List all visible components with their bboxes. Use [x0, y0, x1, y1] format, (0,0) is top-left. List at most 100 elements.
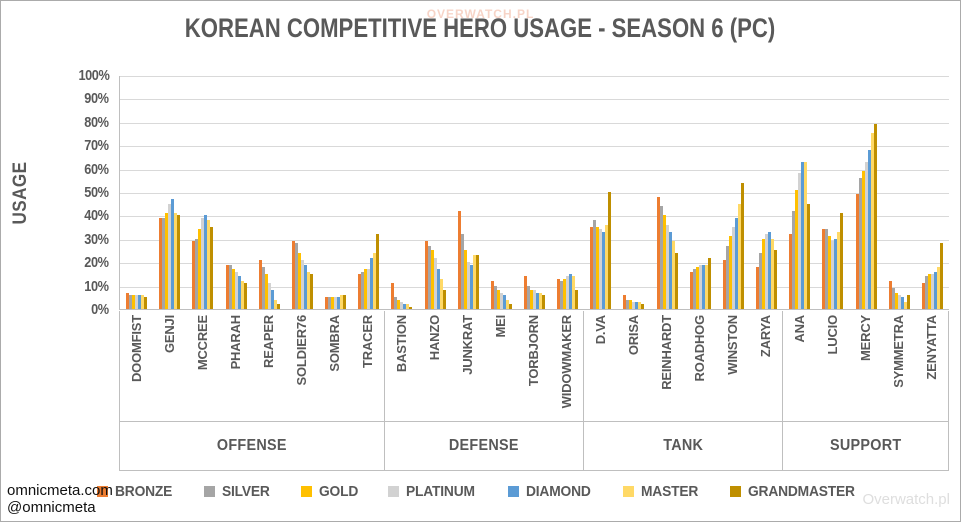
- hero-label-cell: WINSTON: [716, 311, 749, 421]
- bar: [361, 272, 365, 309]
- bar: [529, 290, 533, 309]
- bar: [198, 229, 202, 309]
- bar: [807, 204, 811, 309]
- gridline: [120, 216, 949, 218]
- legend-item-diamond: DIAMOND: [507, 483, 596, 500]
- bars-container: [120, 76, 949, 309]
- y-tick-label: 60%: [84, 160, 110, 178]
- bar: [291, 241, 295, 309]
- hero-bars-soldier76: [291, 76, 313, 309]
- gridline: [120, 193, 949, 194]
- bar: [707, 258, 711, 309]
- hero-bars-sombra: [325, 76, 347, 309]
- bar: [635, 302, 639, 309]
- x-axis-hero-label: ORISA: [626, 315, 641, 356]
- bar: [822, 229, 826, 309]
- bar: [493, 286, 497, 309]
- y-tick-label: 50%: [84, 184, 110, 201]
- hero-label-cell: SOMBRA: [318, 311, 351, 421]
- bar: [888, 281, 892, 309]
- bar: [496, 290, 500, 309]
- bar: [731, 227, 735, 309]
- x-axis-hero-label: ZARYA: [758, 315, 773, 358]
- bar: [641, 304, 645, 309]
- bar: [174, 213, 178, 309]
- bar: [231, 269, 235, 309]
- bar: [225, 265, 229, 309]
- bar: [397, 300, 401, 309]
- bar: [930, 274, 934, 309]
- y-tick-label: 70%: [84, 137, 110, 155]
- hero-bars-doomfist: [126, 76, 148, 309]
- label-group-offense: DOOMFIST GENJI MCCREE PHARAH REAPER SOLDIER76…: [120, 311, 385, 470]
- legend-label: PLATINUM: [406, 483, 475, 500]
- bar: [403, 304, 407, 309]
- hero-bars-torbjorn: [523, 76, 545, 309]
- chart-title: KOREAN COMPETITIVE HERO USAGE - SEASON 6…: [185, 13, 776, 43]
- x-axis-hero-label: D.VA: [593, 315, 608, 345]
- bar: [541, 295, 545, 309]
- bar: [765, 234, 769, 309]
- hero-label-cell: WIDOWMAKER: [550, 311, 583, 421]
- x-axis-hero-label: MEI: [493, 315, 508, 338]
- legend-item-grandmaster: GRANDMASTER: [730, 483, 864, 500]
- hero-bars-orisa: [623, 76, 645, 309]
- hero-bars-mccree: [192, 76, 214, 309]
- hero-bars-winston: [722, 76, 744, 309]
- bar: [804, 162, 808, 309]
- bar: [309, 274, 313, 309]
- x-axis-hero-label: PHARAH: [228, 315, 243, 370]
- y-tick-label: 20%: [84, 254, 110, 272]
- bar: [795, 190, 799, 309]
- x-axis-labels: DOOMFIST GENJI MCCREE PHARAH REAPER SOLDIER76…: [119, 311, 949, 471]
- top-watermark: OVERWATCH.PL: [426, 7, 535, 21]
- hero-bars-lucio: [822, 76, 844, 309]
- bar: [774, 250, 778, 309]
- bar: [159, 218, 163, 309]
- bar: [460, 234, 464, 309]
- bar: [689, 272, 693, 309]
- hero-label-cell: REAPER: [252, 311, 285, 421]
- bar: [698, 265, 702, 309]
- bar: [475, 255, 479, 309]
- bar: [728, 236, 732, 309]
- bar: [463, 250, 467, 309]
- gridline: [120, 263, 949, 265]
- bar: [737, 204, 741, 309]
- bar-group-support: [783, 76, 949, 309]
- bar: [472, 255, 476, 309]
- bar: [900, 297, 904, 309]
- hero-label-cell: ORISA: [617, 311, 650, 421]
- hero-label-cell: ANA: [783, 311, 816, 421]
- label-group-defense: BASTION HANZO JUNKRAT MEI TORBJORN WIDOWMAKER…: [385, 311, 584, 470]
- y-tick-label: 40%: [84, 207, 110, 225]
- legend-item-master: MASTER: [623, 483, 703, 500]
- bar: [695, 267, 699, 309]
- bar: [300, 260, 304, 309]
- bar: [722, 260, 726, 309]
- bar: [855, 194, 859, 309]
- bar: [668, 232, 672, 309]
- bar: [334, 297, 338, 309]
- x-axis-group-label-tank: TANK: [584, 421, 782, 470]
- bar: [276, 304, 280, 309]
- bar: [505, 300, 509, 309]
- y-axis-title-box: USAGE: [1, 76, 41, 310]
- bar: [674, 253, 678, 309]
- hero-label-cell: ZENYATTA: [915, 311, 948, 421]
- bar: [499, 293, 503, 309]
- bar: [906, 295, 910, 309]
- x-axis-hero-label: LUCIO: [825, 315, 840, 355]
- bar: [400, 302, 404, 309]
- bar: [177, 215, 181, 309]
- bar: [394, 297, 398, 309]
- label-group-support: ANA LUCIO MERCY SYMMETRA ZENYATTA SUPPORT: [783, 311, 949, 470]
- bar: [132, 295, 136, 309]
- bar: [864, 162, 868, 309]
- group-label-text: SUPPORT: [829, 437, 902, 455]
- label-group-tank: D.VA ORISA REINHARDT ROADHOG WINSTON ZARYA TAN…: [584, 311, 783, 470]
- hero-label-cell: LUCIO: [816, 311, 849, 421]
- legend-swatch: [388, 486, 400, 497]
- gridline: [120, 169, 949, 171]
